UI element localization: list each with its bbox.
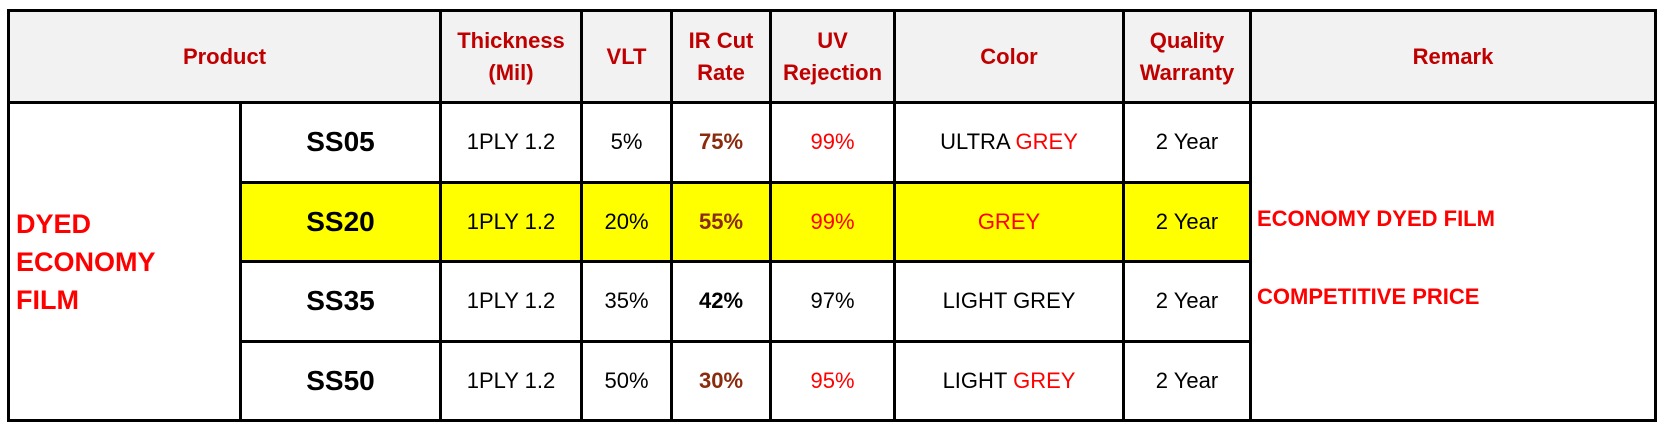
warranty-value: 2 Year <box>1122 180 1252 263</box>
product-spec-table: Product Thickness (Mil) VLT IR Cut Rate … <box>7 9 1657 422</box>
uv-rejection-value: 95% <box>769 339 896 422</box>
ir-cut-value: 42% <box>670 260 772 343</box>
remark-cell: ECONOMY DYED FILM COMPETITIVE PRICE <box>1249 101 1657 422</box>
group-label-line3: FILM <box>16 284 79 315</box>
remark-line1: ECONOMY DYED FILM <box>1257 206 1495 231</box>
ir-cut-value: 75% <box>670 101 772 184</box>
thickness-value: 1PLY 1.2 <box>439 339 583 422</box>
header-ir-line2: Rate <box>697 59 745 85</box>
header-quality-warranty: Quality Warranty <box>1122 9 1252 104</box>
uv-rejection-value: 99% <box>769 180 896 263</box>
color-grey-word: GREY <box>1015 129 1078 155</box>
table-row: DYED ECONOMY FILM SS05 1PLY 1.2 5% 75% 9… <box>7 101 1657 422</box>
header-ir-cut-rate: IR Cut Rate <box>670 9 772 104</box>
thickness-value: 1PLY 1.2 <box>439 101 583 184</box>
remark-line2: COMPETITIVE PRICE <box>1257 284 1480 309</box>
header-uv-rejection: UV Rejection <box>769 9 896 104</box>
table-row-highlighted: SS20 1PLY 1.2 20% 55% 99% GREY 2 Year <box>9 180 1656 263</box>
uv-rejection-value: 99% <box>769 101 896 184</box>
product-name: SS05 <box>239 101 442 184</box>
header-thickness: Thickness (Mil) <box>439 9 583 104</box>
color-value: ULTRA GREY <box>893 101 1125 184</box>
thickness-value: 1PLY 1.2 <box>439 180 583 263</box>
warranty-value: 2 Year <box>1122 101 1252 184</box>
thickness-value: 1PLY 1.2 <box>439 260 583 343</box>
vlt-value: 35% <box>580 260 673 343</box>
header-uv-line1: UV <box>817 27 848 53</box>
color-prefix: LIGHT GREY <box>942 288 1076 314</box>
color-value: LIGHT GREY <box>893 339 1125 422</box>
warranty-value: 2 Year <box>1122 339 1252 422</box>
header-uv-line2: Rejection <box>782 59 883 85</box>
color-prefix: ULTRA <box>940 129 1016 155</box>
uv-rejection-value: 97% <box>769 260 896 343</box>
vlt-value: 50% <box>580 339 673 422</box>
color-grey-word: GREY <box>1013 367 1076 393</box>
warranty-value: 2 Year <box>1122 260 1252 343</box>
vlt-value: 20% <box>580 180 673 263</box>
color-prefix: LIGHT <box>942 367 1014 393</box>
group-label-line1: DYED <box>16 208 92 239</box>
header-ir-line1: IR Cut <box>688 27 754 53</box>
table-row: SS50 1PLY 1.2 50% 30% 95% LIGHT GREY 2 Y… <box>9 339 1656 422</box>
header-thickness-line1: Thickness <box>457 27 565 53</box>
header-row: Product Thickness (Mil) VLT IR Cut Rate … <box>7 9 1657 104</box>
table-row: SS35 1PLY 1.2 35% 42% 97% LIGHT GREY 2 Y… <box>9 260 1656 343</box>
product-name: SS35 <box>239 260 442 343</box>
group-label-cell: DYED ECONOMY FILM <box>7 101 242 422</box>
color-grey-word: GREY <box>977 208 1041 234</box>
header-remark: Remark <box>1249 9 1657 104</box>
header-warranty-line2: Warranty <box>1139 59 1235 85</box>
color-value: GREY <box>893 180 1125 263</box>
group-label-line2: ECONOMY <box>16 246 156 277</box>
header-color: Color <box>893 9 1125 104</box>
header-product: Product <box>7 9 442 104</box>
product-name: SS50 <box>239 339 442 422</box>
product-name: SS20 <box>239 180 442 263</box>
header-vlt: VLT <box>580 9 673 104</box>
color-value: LIGHT GREY <box>893 260 1125 343</box>
vlt-value: 5% <box>580 101 673 184</box>
ir-cut-value: 30% <box>670 339 772 422</box>
header-warranty-line1: Quality <box>1149 27 1225 53</box>
header-thickness-line2: (Mil) <box>488 59 534 85</box>
ir-cut-value: 55% <box>670 180 772 263</box>
